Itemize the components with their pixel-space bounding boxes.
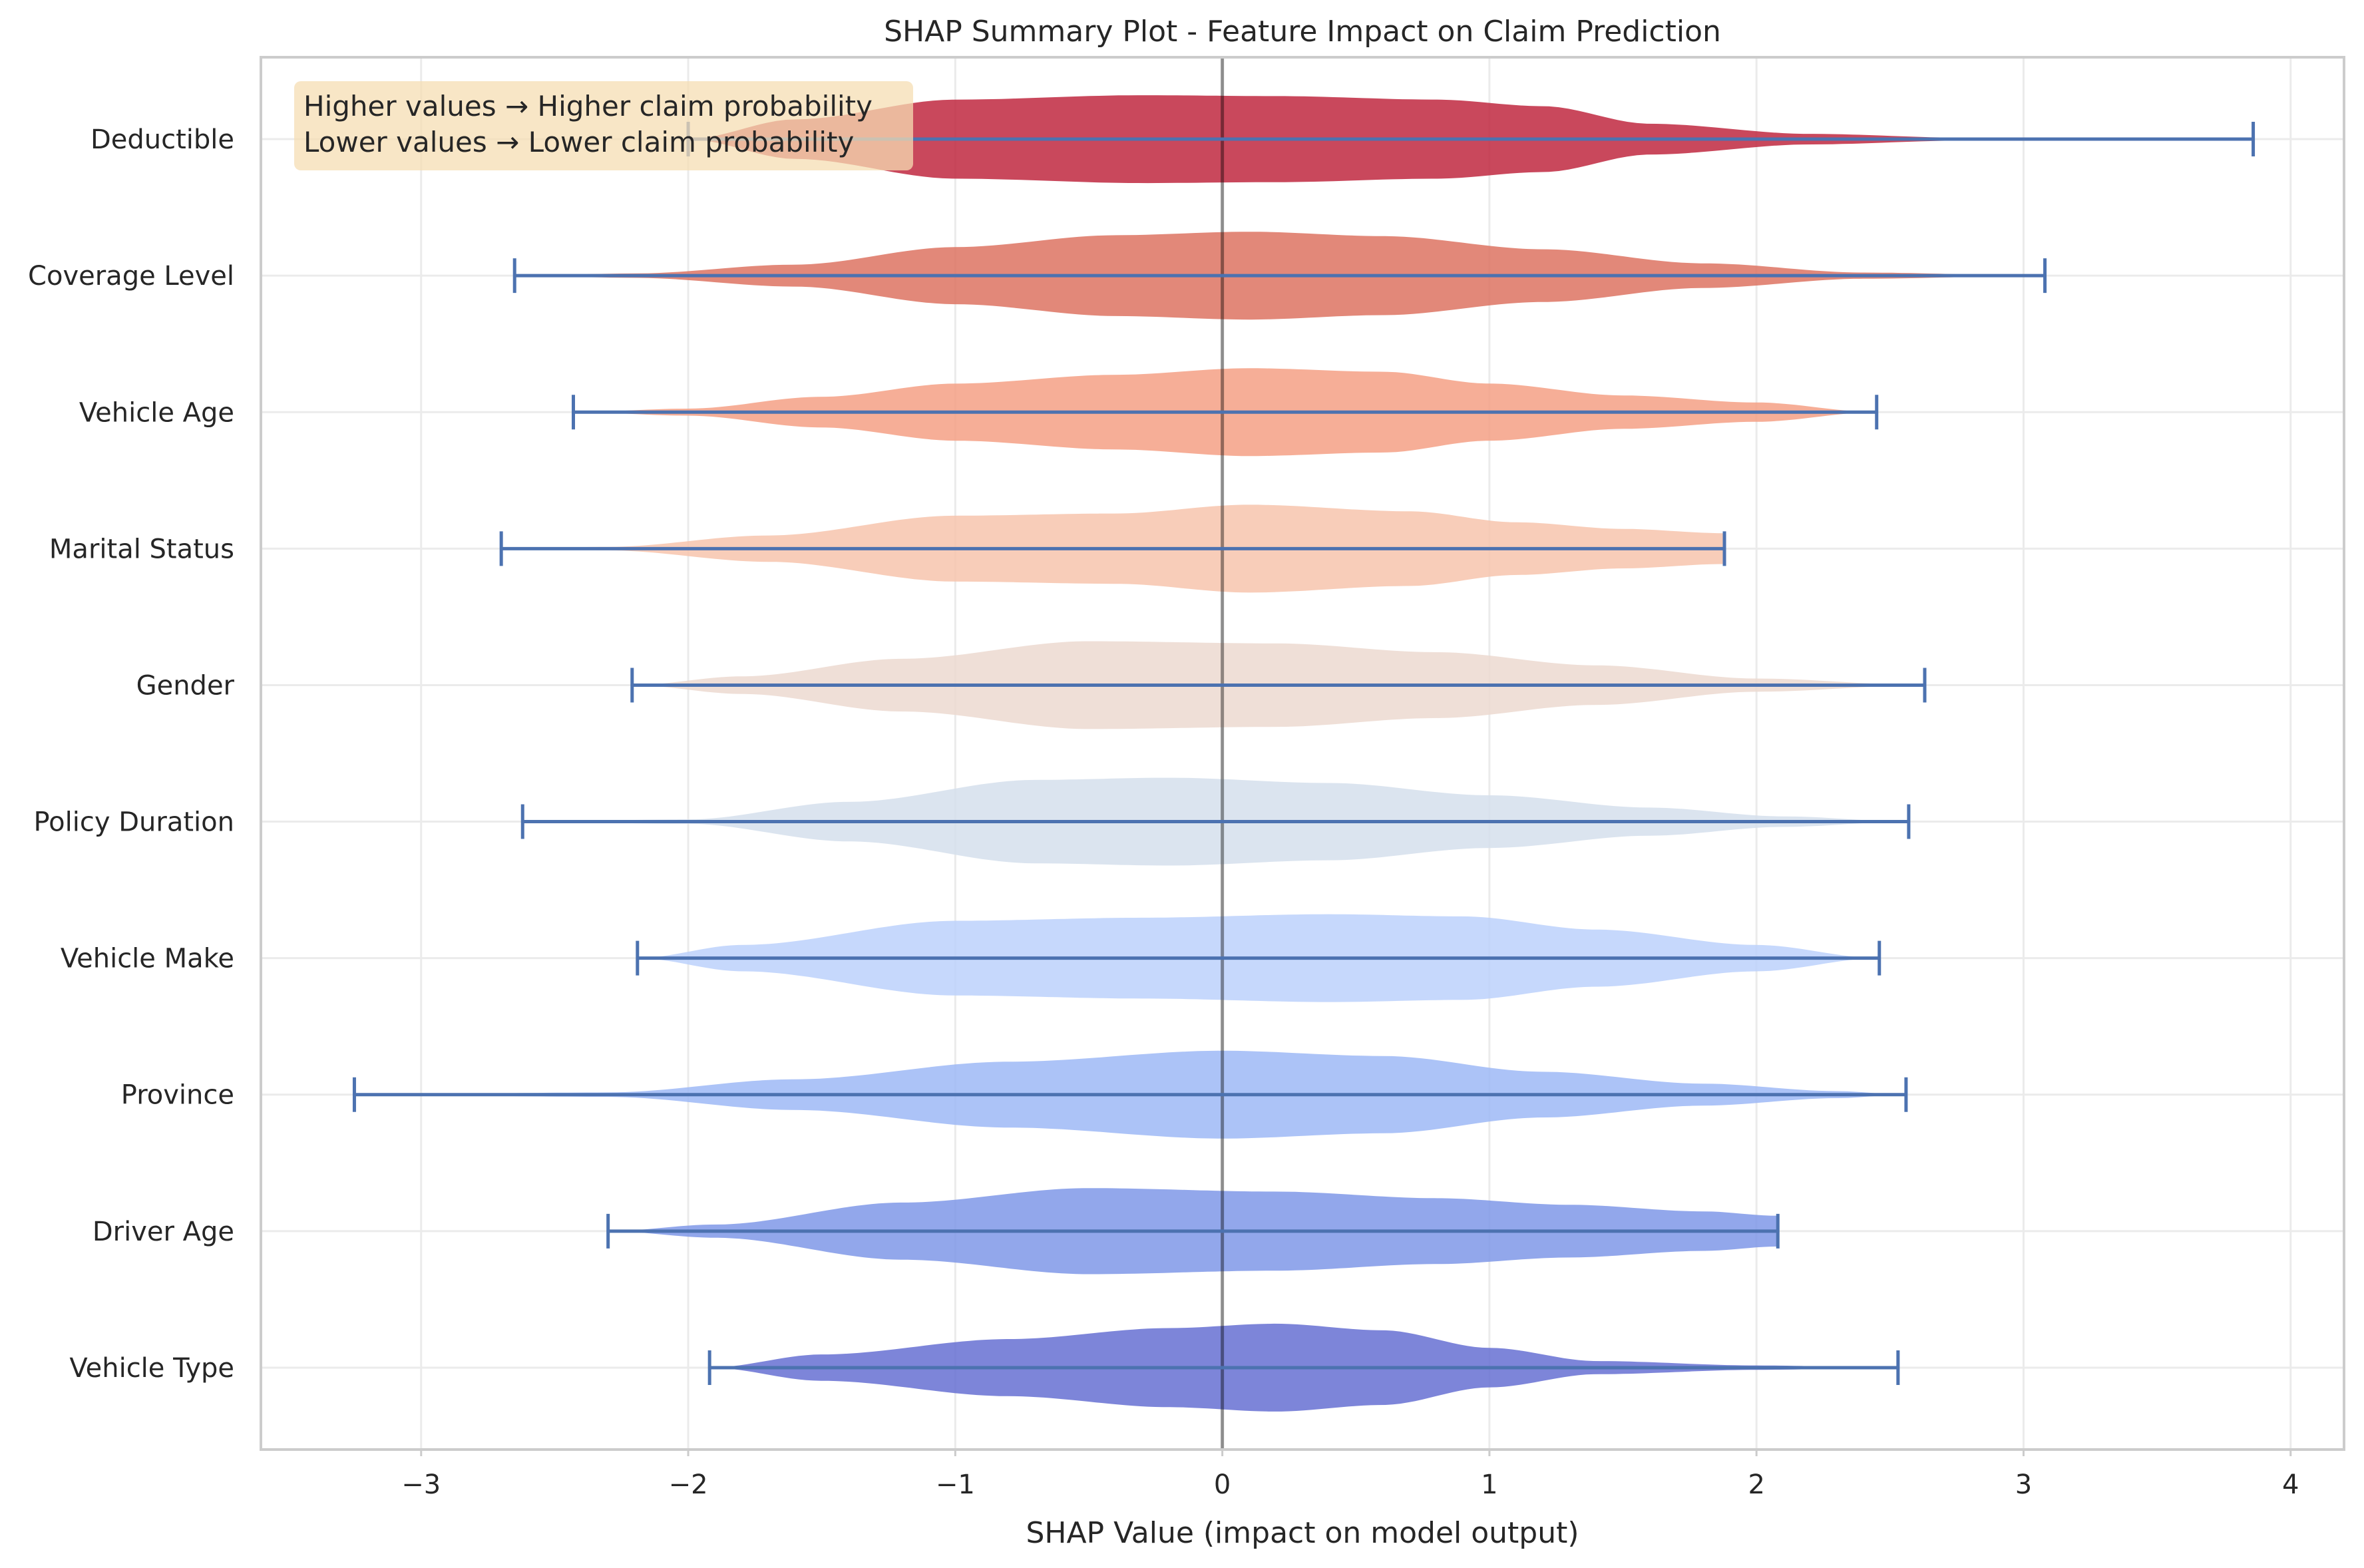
y-tick-label: Gender xyxy=(136,670,235,701)
y-tick-label: Deductible xyxy=(91,124,234,155)
y-tick-label: Coverage Level xyxy=(28,261,234,292)
x-tick-label: −1 xyxy=(936,1470,975,1500)
x-tick-label: 2 xyxy=(1748,1470,1764,1500)
x-tick-label: 1 xyxy=(1481,1470,1497,1500)
x-tick-label: 3 xyxy=(2015,1470,2032,1500)
violin-bodies xyxy=(354,95,2254,1412)
x-tick-label: −3 xyxy=(401,1470,441,1500)
x-tick-label: 0 xyxy=(1214,1470,1231,1500)
x-tick-labels: −3 −2 −1 0 1 2 3 4 xyxy=(401,1450,2299,1500)
y-tick-label: Driver Age xyxy=(93,1217,234,1247)
x-tick-label: 4 xyxy=(2282,1470,2299,1500)
annotation-background xyxy=(294,81,913,170)
y-tick-label: Vehicle Type xyxy=(69,1353,234,1384)
y-tick-label: Province xyxy=(121,1080,234,1111)
y-tick-label: Vehicle Make xyxy=(61,944,234,974)
chart-title: SHAP Summary Plot - Feature Impact on Cl… xyxy=(884,15,1721,49)
annotation-box: Higher values → Higher claim probability… xyxy=(294,81,913,170)
plot-frame xyxy=(260,56,2345,1451)
x-tick-label: −2 xyxy=(669,1470,708,1500)
annotation-line-higher: Higher values → Higher claim probability xyxy=(303,90,873,122)
x-axis-label: SHAP Value (impact on model output) xyxy=(1026,1516,1579,1550)
y-tick-label: Policy Duration xyxy=(33,807,234,838)
whisker-bars xyxy=(352,122,2256,1385)
y-tick-label: Marital Status xyxy=(49,534,234,564)
y-tick-labels: Deductible Coverage Level Vehicle Age Marit… xyxy=(28,124,235,1384)
y-tick-label: Vehicle Age xyxy=(79,397,234,428)
annotation-line-lower: Lower values → Lower claim probability xyxy=(303,126,854,158)
